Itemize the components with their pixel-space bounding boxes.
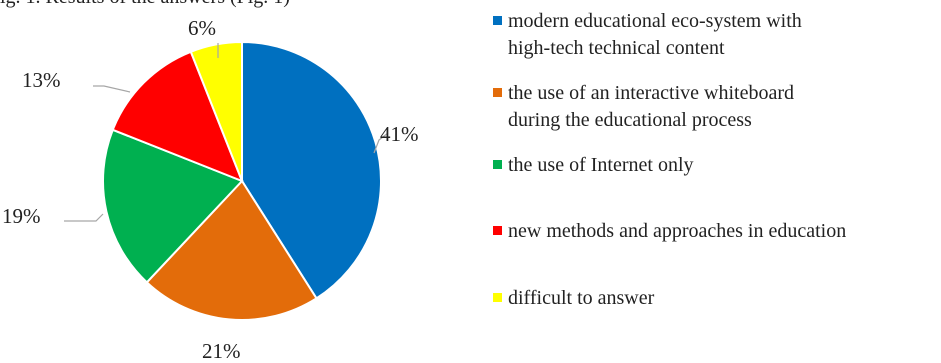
figure-caption-fragment: ig. 1. Results of the answers (Fig. 1) xyxy=(0,0,290,9)
legend-item: modern educational eco-system with high-… xyxy=(493,8,802,62)
legend-swatch xyxy=(493,88,502,97)
legend-item: the use of an interactive whiteboard dur… xyxy=(493,80,794,134)
legend-label: the use of an interactive whiteboard dur… xyxy=(508,82,794,131)
slice-percent-label: 13% xyxy=(22,68,61,92)
legend-label: difficult to answer xyxy=(508,287,655,309)
slice-percent-label: 6% xyxy=(188,16,216,40)
legend-swatch xyxy=(493,226,502,235)
slice-percent-label: 19% xyxy=(2,204,41,228)
leader-line xyxy=(64,213,104,222)
legend-swatch xyxy=(493,160,502,169)
legend-swatch xyxy=(493,16,502,25)
legend-label: modern educational eco-system with high-… xyxy=(508,10,802,59)
pie-slice xyxy=(111,50,244,183)
legend-label: new methods and approaches in education xyxy=(508,220,847,242)
leader-line xyxy=(93,85,131,93)
legend-item: the use of Internet only xyxy=(493,152,694,179)
legend-swatch xyxy=(493,293,502,302)
legend-item: difficult to answer xyxy=(493,285,654,312)
pie-slice xyxy=(189,40,243,182)
legend-item: new methods and approaches in education xyxy=(493,218,846,245)
leader-line xyxy=(373,132,389,154)
pie-slice xyxy=(145,179,318,321)
slice-percent-label: 21% xyxy=(202,339,241,363)
legend-label: the use of Internet only xyxy=(508,154,694,176)
slice-percent-label: 41% xyxy=(380,122,419,146)
